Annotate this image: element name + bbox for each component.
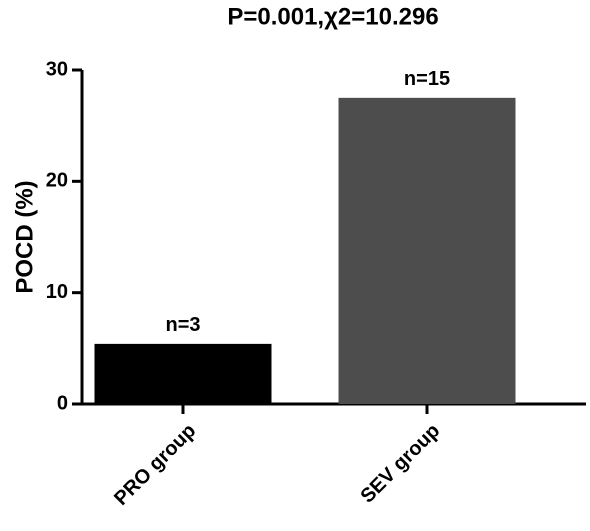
y-tick-label: 30: [46, 58, 68, 80]
y-axis-label: POCD (%): [11, 180, 38, 293]
y-tick-label: 0: [57, 392, 68, 414]
bar: [338, 97, 516, 404]
y-tick-label: 20: [46, 170, 68, 192]
bar-annotation: n=3: [165, 314, 200, 336]
y-tick-label: 10: [46, 281, 68, 303]
x-tick-label: SEV group: [356, 420, 444, 508]
bar-annotation: n=15: [404, 68, 450, 90]
x-tick-label: PRO group: [110, 420, 200, 510]
bar: [94, 343, 272, 404]
chart-title: P=0.001,χ2=10.296: [227, 3, 438, 30]
